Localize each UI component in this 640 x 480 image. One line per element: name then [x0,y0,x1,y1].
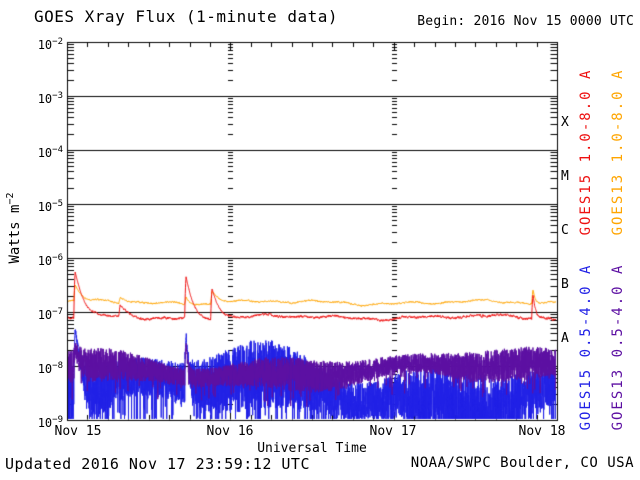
flare-class-letter: A [561,331,569,346]
flare-class-letter: B [561,277,569,292]
y-tick-label: 10−5 [37,199,63,214]
y-tick-label: 10−3 [37,91,63,106]
x-tick-label: Nov 16 [206,424,254,439]
legend-label: GOES15 1.0-8.0 A [578,68,594,236]
y-tick-label: 10−9 [37,415,63,430]
flare-class-letter: C [561,223,569,238]
x-tick-label: Nov 17 [369,424,417,439]
legend-label: GOES13 1.0-8.0 A [610,68,626,236]
y-tick-label: 10−2 [37,37,63,52]
credit-text: NOAA/SWPC Boulder, CO USA [410,455,634,471]
x-tick-label: Nov 15 [54,424,102,439]
legend-label: GOES15 0.5-4.0 A [578,263,594,431]
updated-timestamp: Updated 2016 Nov 17 23:59:12 UTC [5,455,310,473]
x-tick-label: Nov 18 [518,424,566,439]
chart-title: GOES Xray Flux (1-minute data) [34,7,338,26]
y-tick-label: 10−7 [37,307,63,322]
begin-timestamp: Begin: 2016 Nov 15 0000 UTC [417,14,634,29]
y-axis-label: Watts m−2 [5,192,23,264]
flare-class-letter: X [561,115,569,130]
y-tick-label: 10−4 [37,145,63,160]
flare-class-letter: M [561,169,569,184]
y-tick-label: 10−8 [37,361,63,376]
x-axis-title: Universal Time [257,441,367,456]
y-tick-label: 10−6 [37,253,63,268]
legend-label: GOES13 0.5-4.0 A [610,263,626,431]
